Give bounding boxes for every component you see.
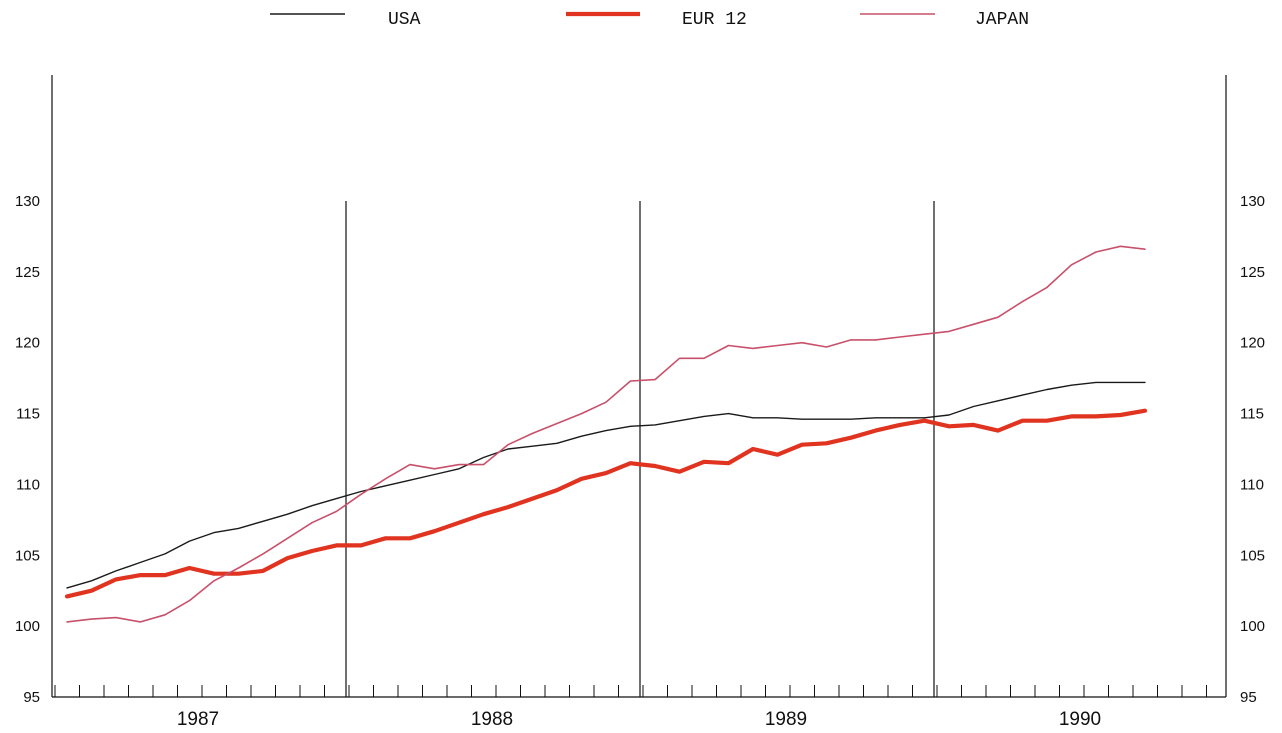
- y-tick-label-right: 115: [1240, 406, 1264, 423]
- y-tick-label-left: 105: [15, 547, 40, 564]
- y-tick-label-right: 100: [1240, 618, 1265, 635]
- y-tick-label-left: 100: [15, 618, 40, 635]
- y-tick-label-left: 115: [16, 406, 40, 423]
- y-tick-label-left: 125: [15, 264, 40, 281]
- legend-label-eur-12: EUR 12: [682, 10, 747, 30]
- series-line-usa: [66, 381, 1146, 589]
- year-label-1989: 1989: [765, 709, 807, 730]
- legend-label-japan: JAPAN: [975, 10, 1029, 30]
- legend: USA EUR 12 JAPAN: [270, 10, 1029, 30]
- y-tick-label-left: 130: [15, 193, 40, 210]
- year-label-1988: 1988: [471, 709, 513, 730]
- y-tick-label-right: 110: [1240, 476, 1264, 493]
- year-label-1990: 1990: [1059, 709, 1101, 730]
- legend-label-usa: USA: [388, 10, 421, 30]
- y-tick-label-left: 120: [15, 335, 40, 352]
- series-line-eur-12: [64, 408, 1148, 599]
- y-tick-label-right: 120: [1240, 335, 1265, 352]
- y-tick-label-right: 130: [1240, 193, 1265, 210]
- series-line-japan: [66, 245, 1146, 623]
- year-label-1987: 1987: [177, 709, 219, 730]
- y-tick-label-right: 95: [1240, 689, 1257, 706]
- y-tick-label-left: 95: [23, 689, 40, 706]
- y-tick-label-right: 105: [1240, 547, 1265, 564]
- y-tick-label-right: 125: [1240, 264, 1265, 281]
- series-layer: [64, 245, 1148, 623]
- y-tick-label-left: 110: [16, 476, 40, 493]
- axes: 95 95 100 100 105 105 110 110 115 115 120 120 125 125…: [15, 75, 1265, 730]
